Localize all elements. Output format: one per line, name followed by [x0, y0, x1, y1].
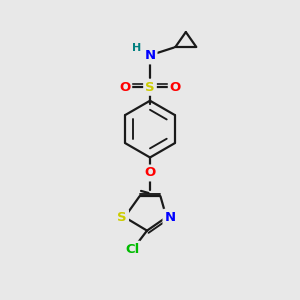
Text: N: N: [144, 50, 156, 62]
Text: O: O: [144, 167, 156, 179]
Text: H: H: [132, 44, 141, 53]
Text: S: S: [117, 211, 127, 224]
Text: N: N: [164, 211, 175, 224]
Text: O: O: [119, 81, 130, 94]
Text: O: O: [170, 81, 181, 94]
Text: S: S: [145, 81, 155, 94]
Text: Cl: Cl: [125, 243, 139, 256]
